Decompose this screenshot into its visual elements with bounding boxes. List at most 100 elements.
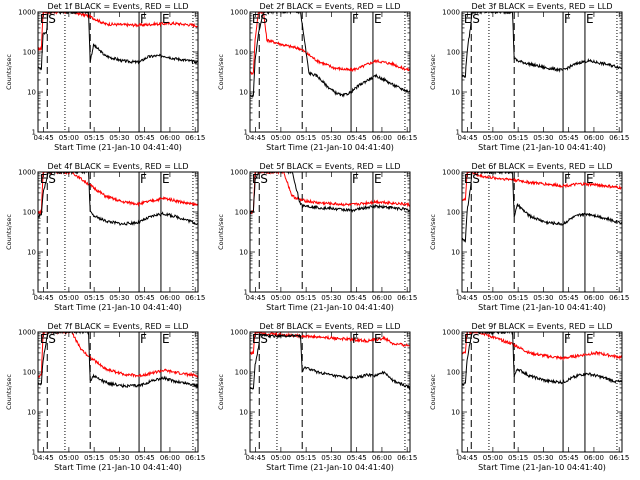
series-line-events (250, 333, 410, 391)
x-tick-label: 05:30 (109, 294, 129, 302)
x-tick-label: 05:00 (483, 454, 503, 462)
x-tick-label: 05:15 (84, 294, 104, 302)
y-axis-label: Counts/sec (217, 214, 225, 250)
x-tick-label: 06:00 (160, 134, 180, 142)
series-line-lld (38, 332, 198, 379)
y-axis-label: Counts/sec (429, 374, 437, 410)
x-tick-label: 05:45 (347, 134, 367, 142)
plot-frame (461, 171, 623, 293)
y-tick-label: 10 (451, 249, 460, 257)
y-tick-label: 100 (235, 49, 248, 57)
x-tick-label: 04:45 (246, 454, 266, 462)
marker-label: F (140, 332, 147, 346)
x-tick-label: 05:00 (271, 294, 291, 302)
marker-label: S (472, 12, 480, 26)
series-line-events (250, 172, 410, 215)
marker-label: E (374, 172, 382, 186)
y-tick-label: 100 (23, 209, 36, 217)
x-axis-label: Start Time (21-Jan-10 04:41:40) (54, 303, 182, 312)
panel-4: Det 4f BLACK = Events, RED = LLD Counts/s… (5, 162, 205, 312)
marker-label: E (162, 172, 170, 186)
series-line-events (38, 332, 198, 389)
y-axis-label: Counts/sec (217, 374, 225, 410)
x-tick-label: 05:15 (508, 134, 528, 142)
x-axis-label: Start Time (21-Jan-10 04:41:40) (54, 463, 182, 472)
x-tick-label: 05:30 (321, 454, 341, 462)
x-tick-label: 05:15 (84, 134, 104, 142)
x-tick-label: 05:45 (347, 454, 367, 462)
x-axis-label: Start Time (21-Jan-10 04:41:40) (266, 303, 394, 312)
y-tick-label: 100 (23, 369, 36, 377)
x-tick-label: 05:30 (533, 294, 553, 302)
y-tick-label: 1000 (18, 169, 36, 177)
marker-label: S (48, 172, 56, 186)
panel-title: Det 7f BLACK = Events, RED = LLD (47, 322, 188, 331)
plot-frame (461, 11, 623, 133)
marker-label: S (260, 332, 268, 346)
x-tick-label: 05:00 (59, 454, 79, 462)
x-tick-label: 06:15 (185, 294, 205, 302)
x-tick-label: 06:15 (397, 454, 417, 462)
panel-title: Det 1f BLACK = Events, RED = LLD (47, 2, 188, 11)
x-tick-label: 05:15 (296, 294, 316, 302)
plot-frame (249, 331, 411, 453)
x-tick-label: 05:45 (347, 294, 367, 302)
marker-label: E (162, 12, 170, 26)
x-tick-label: 06:15 (397, 134, 417, 142)
x-axis-label: Start Time (21-Jan-10 04:41:40) (266, 143, 394, 152)
x-tick-label: 05:30 (321, 134, 341, 142)
y-axis-label: Counts/sec (429, 54, 437, 90)
marker-label: S (472, 172, 480, 186)
marker-label: F (352, 12, 359, 26)
marker-label: E (374, 12, 382, 26)
series-line-events (462, 332, 622, 386)
y-tick-label: 1000 (230, 329, 248, 337)
x-tick-label: 06:15 (609, 134, 629, 142)
y-tick-label: 1000 (18, 9, 36, 17)
x-tick-label: 05:15 (296, 134, 316, 142)
x-axis-label: Start Time (21-Jan-10 04:41:40) (478, 303, 606, 312)
plot-frame (461, 331, 623, 453)
y-tick-label: 10 (451, 409, 460, 417)
panel-title: Det 5f BLACK = Events, RED = LLD (259, 162, 400, 171)
series-line-events (462, 172, 622, 243)
x-tick-label: 06:00 (160, 294, 180, 302)
marker-label: S (48, 332, 56, 346)
y-tick-label: 1 (244, 449, 248, 457)
x-tick-label: 05:45 (559, 134, 579, 142)
series-line-events (462, 12, 622, 78)
x-tick-label: 05:00 (483, 134, 503, 142)
y-tick-label: 10 (27, 409, 36, 417)
x-axis-label: Start Time (21-Jan-10 04:41:40) (54, 143, 182, 152)
y-tick-label: 1 (32, 449, 36, 457)
y-axis-label: Counts/sec (5, 54, 13, 90)
x-tick-label: 04:45 (458, 294, 478, 302)
marker-label: F (564, 172, 571, 186)
series-line-events (250, 12, 410, 98)
x-tick-label: 05:15 (296, 454, 316, 462)
x-axis-label: Start Time (21-Jan-10 04:41:40) (478, 463, 606, 472)
x-tick-label: 05:45 (135, 294, 155, 302)
series-line-lld (250, 172, 410, 215)
x-tick-label: 06:00 (372, 454, 392, 462)
panel-6: Det 6f BLACK = Events, RED = LLD Counts/s… (429, 162, 629, 312)
panel-title: Det 3f BLACK = Events, RED = LLD (471, 2, 612, 11)
series-line-lld (250, 332, 410, 356)
marker-label: E (252, 172, 260, 186)
x-tick-label: 06:15 (185, 454, 205, 462)
y-tick-label: 1 (244, 289, 248, 297)
series-line-events (38, 12, 198, 71)
marker-label: S (260, 172, 268, 186)
series-line-lld (38, 172, 198, 215)
series-line-lld (250, 12, 410, 76)
marker-label: S (472, 332, 480, 346)
y-tick-label: 1 (32, 129, 36, 137)
y-tick-label: 1000 (230, 169, 248, 177)
x-tick-label: 05:00 (271, 454, 291, 462)
marker-label: E (40, 12, 48, 26)
marker-label: E (374, 332, 382, 346)
marker-label: E (586, 332, 594, 346)
y-tick-label: 10 (451, 89, 460, 97)
y-tick-label: 1 (456, 449, 460, 457)
marker-label: E (162, 332, 170, 346)
